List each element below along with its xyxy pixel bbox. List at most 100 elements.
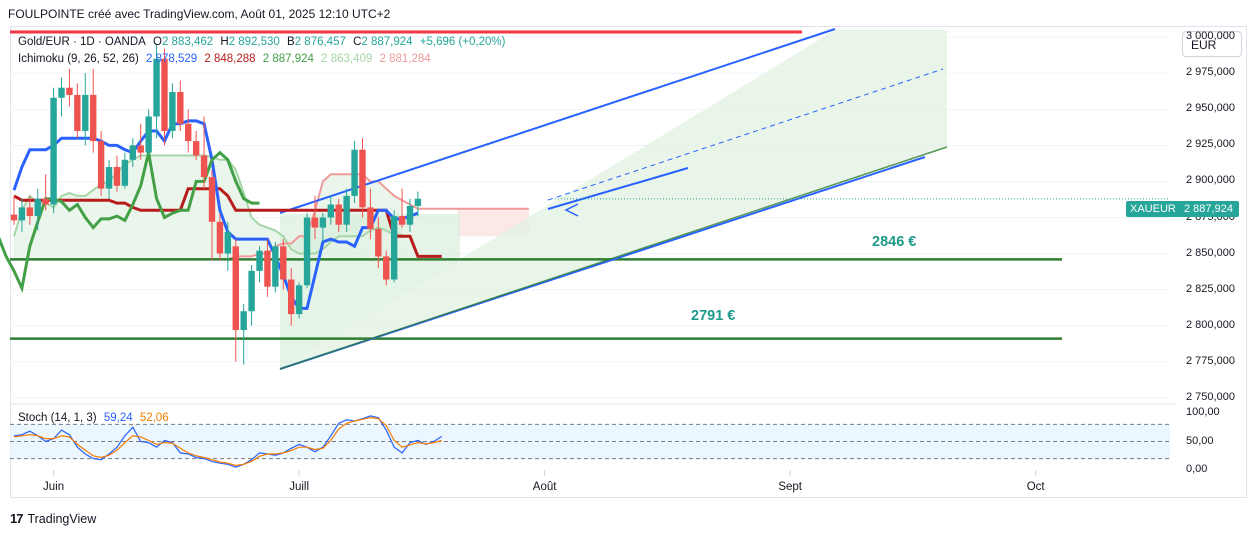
candle-body <box>169 92 176 131</box>
candle-body <box>208 177 216 222</box>
candle-body <box>58 87 65 98</box>
legend-ohlc: O2 883,462 H2 892,530 B2 876,457 C2 887,… <box>153 36 509 48</box>
chart-title: FOULPOINTE créé avec TradingView.com, Ao… <box>8 7 391 21</box>
candle-body <box>335 204 342 225</box>
stoch-legend: Stoch (14, 1, 3) 59,24 52,06 <box>18 412 173 424</box>
annotation-2791: 2791 € <box>691 308 736 324</box>
stoch-d-line <box>13 416 442 467</box>
price-tick-label: 2 800,000 <box>1186 318 1235 331</box>
channel-fill <box>280 30 947 369</box>
channel-short-line <box>547 167 689 210</box>
symbol-price-tag: XAUEUR <box>1126 201 1180 217</box>
candle-body <box>66 87 73 95</box>
candle-body <box>82 94 89 131</box>
price-tick-label: 2 750,000 <box>1186 390 1235 403</box>
candle-body <box>343 195 350 225</box>
legend-change: +5,696 (+0,20%) <box>419 36 506 48</box>
channel-upper-line <box>279 28 836 214</box>
candle-body <box>185 123 192 142</box>
candle-body <box>383 256 390 280</box>
candle-body <box>129 145 136 160</box>
candle-body <box>50 97 57 205</box>
candle-body <box>414 198 422 206</box>
time-tick-label: Sept <box>778 481 802 493</box>
stoch-tick-label: 0,00 <box>1186 463 1208 475</box>
stoch-label[interactable]: Stoch (14, 1, 3) <box>18 412 97 424</box>
candle-body <box>406 205 414 225</box>
time-tick-label: Juin <box>43 481 65 493</box>
time-tick-label: Août <box>532 481 557 493</box>
time-tick-label: Oct <box>1026 481 1045 493</box>
stoch-tick-label: 100,00 <box>1186 406 1220 418</box>
price-tick-label: 2 925,000 <box>1186 138 1235 151</box>
candle-body <box>367 207 374 230</box>
legend-high: 2 892,530 <box>228 36 280 48</box>
price-tick-label: 2 900,000 <box>1186 174 1235 187</box>
candle-body <box>280 246 287 280</box>
candle-body <box>153 58 160 117</box>
candle-body <box>224 231 232 254</box>
candle-body <box>319 217 327 228</box>
ichimoku-tenkan-line <box>12 119 419 310</box>
currency-button[interactable]: EUR <box>1182 31 1242 57</box>
candle-body <box>272 246 279 287</box>
annotation-2846: 2846 € <box>872 234 917 250</box>
candle-body <box>264 250 271 287</box>
legend-symbol[interactable]: Gold/EUR · 1D · OANDA <box>18 36 146 48</box>
last-price-tag: 2 887,924 <box>1178 201 1239 217</box>
legend-close: 2 887,924 <box>361 36 413 48</box>
candle-body <box>200 155 208 178</box>
ichimoku-span-a-value: 2 863,409 <box>321 53 373 65</box>
ichimoku-span-a-line <box>13 154 403 255</box>
tradingview-brand[interactable]: 17 TradingView <box>10 511 96 526</box>
candle-body <box>97 141 105 189</box>
legend-close-key: C <box>353 36 362 48</box>
stoch-d-value: 52,06 <box>139 412 169 424</box>
candle-body <box>105 167 113 189</box>
ichimoku-tenkan-value: 2 878,529 <box>146 53 198 65</box>
arrow-icon <box>564 203 579 217</box>
candle-body <box>303 217 311 286</box>
ichimoku-label[interactable]: Ichimoku (9, 26, 52, 26) <box>18 53 139 65</box>
candle-body <box>145 116 152 153</box>
candle-body <box>240 311 247 330</box>
legend-open: 2 883,462 <box>161 36 214 48</box>
candle-body <box>390 216 398 280</box>
candle-body <box>232 246 239 330</box>
legend-low: 2 876,457 <box>294 36 346 48</box>
candle-body <box>26 207 34 217</box>
stoch-k-value: 59,24 <box>103 412 133 424</box>
candle-body <box>327 204 334 218</box>
ichimoku-chikou-line <box>0 150 260 294</box>
candle-body <box>177 92 184 124</box>
price-tick-label: 2 975,000 <box>1186 66 1235 79</box>
ichimoku-legend: Ichimoku (9, 26, 52, 26) 2 878,529 2 848… <box>18 53 435 65</box>
legend-high-key: H <box>220 36 229 48</box>
candle-body <box>90 94 97 142</box>
candle-body <box>18 207 26 221</box>
candle-body <box>161 58 168 131</box>
price-tick-label: 2 850,000 <box>1186 246 1235 259</box>
price-tick-label: 2 950,000 <box>1186 102 1235 115</box>
candle-body <box>113 167 121 186</box>
price-tick-label: 2 775,000 <box>1186 354 1235 367</box>
ichimoku-kijun-value: 2 848,288 <box>204 53 256 65</box>
candle-body <box>359 149 366 208</box>
candle-body <box>311 217 319 228</box>
channel-lower-line-green <box>279 146 948 370</box>
main-legend: Gold/EUR · 1D · OANDA O2 883,462 H2 892,… <box>18 36 513 48</box>
candle-body <box>295 285 303 315</box>
stoch-tick-label: 50,00 <box>1186 434 1214 447</box>
legend-open-key: O <box>153 36 162 48</box>
ichimoku-chikou-value: 2 887,924 <box>262 53 314 65</box>
candle-body <box>42 198 49 205</box>
legend-low-key: B <box>287 36 295 48</box>
candle-body <box>34 198 41 217</box>
candle-body <box>248 270 255 312</box>
price-tick-label: 2 825,000 <box>1186 282 1235 295</box>
candle-body <box>398 216 406 225</box>
stoch-k-line <box>13 415 443 468</box>
candle-body <box>74 94 81 131</box>
candle-body <box>288 279 295 315</box>
